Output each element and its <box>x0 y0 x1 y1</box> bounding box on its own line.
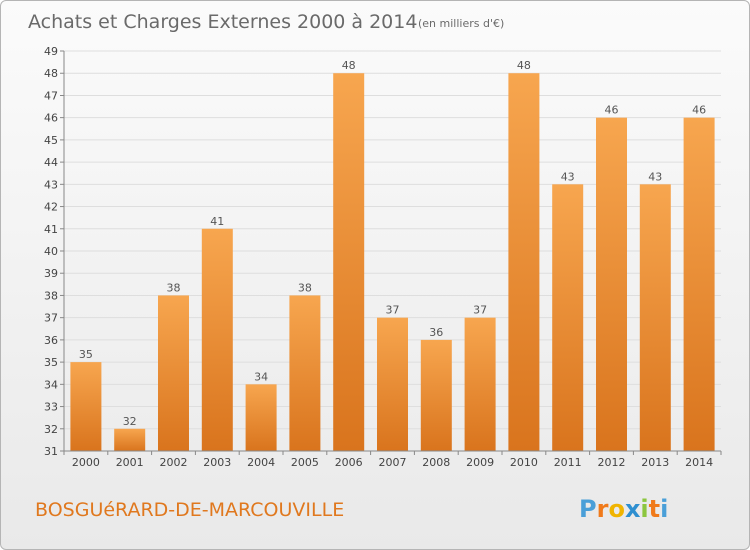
logo-letter: P <box>579 495 597 523</box>
commune-name: BOSGUéRARD-DE-MARCOUVILLE <box>35 499 344 521</box>
bar <box>333 73 365 451</box>
logo-letter: r <box>597 495 609 523</box>
value-label: 37 <box>386 304 400 317</box>
x-tick-label: 2005 <box>291 456 319 469</box>
bar <box>158 295 189 451</box>
value-label: 36 <box>429 326 443 339</box>
y-tick-label: 48 <box>44 67 58 80</box>
x-tick-label: 2000 <box>72 456 100 469</box>
bar <box>70 362 102 451</box>
x-tick-label: 2001 <box>116 456 144 469</box>
y-tick-label: 34 <box>44 378 58 391</box>
x-tick-label: 2013 <box>641 456 669 469</box>
y-tick-label: 46 <box>44 112 58 125</box>
value-label: 37 <box>473 304 487 317</box>
y-tick-label: 33 <box>44 401 58 414</box>
y-tick-label: 45 <box>44 134 58 147</box>
value-label: 48 <box>342 59 356 72</box>
y-tick-label: 44 <box>44 156 58 169</box>
logo-letter: x <box>625 495 641 523</box>
bar <box>114 428 146 451</box>
proxiti-logo: Proxiti <box>579 495 668 523</box>
bar <box>639 184 671 452</box>
value-label: 35 <box>79 348 93 361</box>
x-tick-label: 2012 <box>598 456 626 469</box>
x-tick-label: 2011 <box>554 456 582 469</box>
bars <box>70 73 715 452</box>
value-label: 46 <box>692 104 706 117</box>
bar <box>464 317 496 451</box>
bar <box>683 117 715 452</box>
value-label: 34 <box>254 370 268 383</box>
value-label: 48 <box>517 59 531 72</box>
bar <box>552 184 584 452</box>
bar <box>596 117 627 452</box>
y-tick-label: 39 <box>44 267 58 280</box>
x-tick-label: 2006 <box>335 456 363 469</box>
y-tick-label: 32 <box>44 423 58 436</box>
x-tick-label: 2009 <box>466 456 494 469</box>
bar <box>201 228 233 451</box>
bar <box>377 317 408 451</box>
value-label: 46 <box>605 104 619 117</box>
y-axis-ticks: 31 32 33 34 35 36 37 38 39 40 41 42 43 44 45 46 47 48 49 <box>44 45 64 458</box>
x-tick-label: 2002 <box>160 456 188 469</box>
x-axis-ticks: 2000 2001 2002 2003 2004 2005 2006 2007 2008 2009… <box>63 451 722 469</box>
x-tick-label: 2008 <box>422 456 450 469</box>
y-tick-label: 40 <box>44 245 58 258</box>
y-tick-label: 35 <box>44 356 58 369</box>
logo-letter: t <box>649 495 660 523</box>
bar <box>420 339 452 451</box>
chart-subtitle: (en milliers d'€) <box>418 17 504 30</box>
value-label: 43 <box>648 170 662 183</box>
y-tick-label: 37 <box>44 312 58 325</box>
logo-letter: i <box>660 495 668 523</box>
value-labels: 35 32 38 41 34 38 48 37 36 37 48 43 46 43 46 <box>79 59 706 428</box>
logo-letter: i <box>640 495 648 523</box>
logo-letter: o <box>608 495 625 523</box>
chart-title: Achats et Charges Externes 2000 à 2014 <box>28 11 417 33</box>
y-tick-label: 31 <box>44 445 58 458</box>
y-tick-label: 42 <box>44 201 58 214</box>
value-label: 38 <box>298 281 312 294</box>
x-tick-label: 2007 <box>379 456 407 469</box>
y-tick-label: 38 <box>44 289 58 302</box>
y-tick-label: 36 <box>44 334 58 347</box>
x-tick-label: 2010 <box>510 456 538 469</box>
bar <box>245 384 277 451</box>
x-tick-label: 2014 <box>685 456 713 469</box>
y-tick-label: 41 <box>44 223 58 236</box>
value-label: 32 <box>123 415 137 428</box>
x-tick-label: 2004 <box>247 456 275 469</box>
value-label: 38 <box>167 281 181 294</box>
y-tick-label: 47 <box>44 89 58 102</box>
bar <box>289 295 321 451</box>
value-label: 41 <box>210 215 224 228</box>
y-tick-label: 43 <box>44 178 58 191</box>
value-label: 43 <box>561 170 575 183</box>
x-tick-label: 2003 <box>203 456 231 469</box>
y-tick-label: 49 <box>44 45 58 58</box>
bar <box>508 73 540 451</box>
